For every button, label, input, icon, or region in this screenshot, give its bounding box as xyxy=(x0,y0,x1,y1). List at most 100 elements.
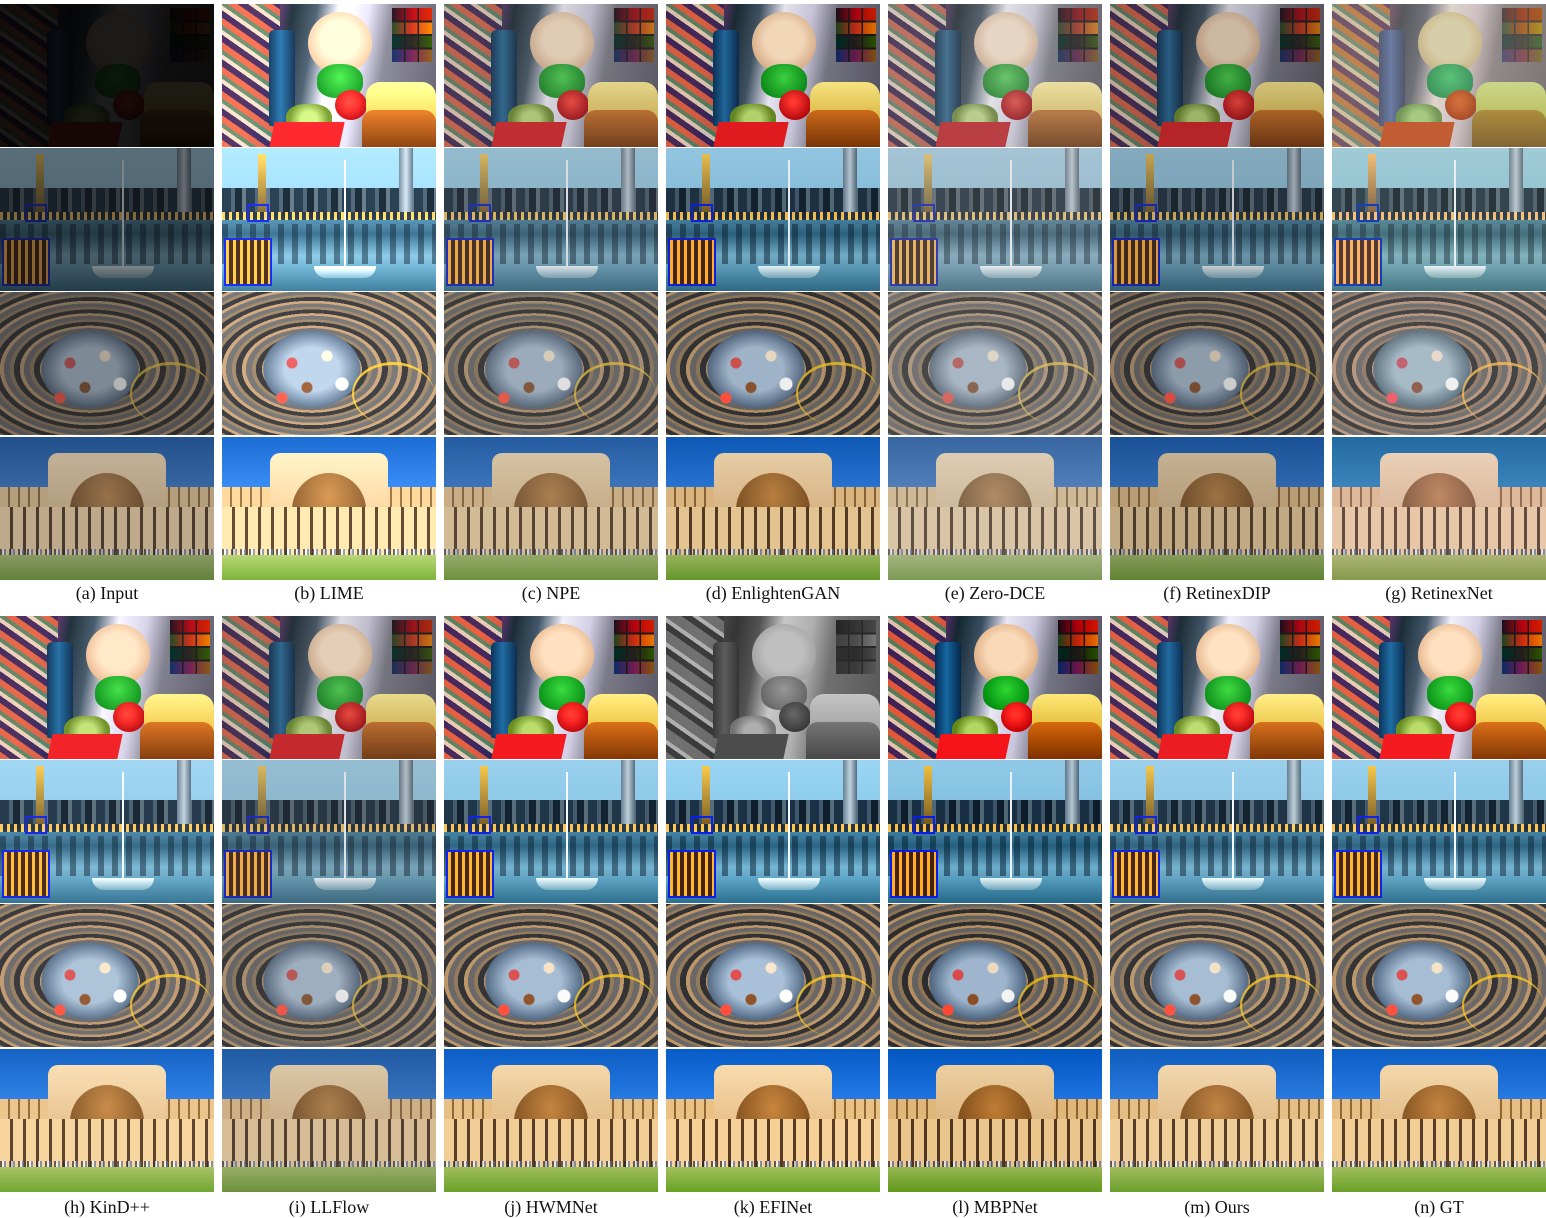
scene-part-rail xyxy=(352,974,434,1037)
result-image-toy-still-life xyxy=(0,616,214,759)
scene-part-tower1 xyxy=(924,154,932,218)
scene-part-crowd xyxy=(0,549,214,559)
scene-part-bldg2 xyxy=(222,1119,436,1169)
scene-part-lights xyxy=(0,824,214,832)
scene-part-bldg2 xyxy=(0,1119,214,1169)
result-image-city-lake xyxy=(666,148,880,291)
scene-part-crowd xyxy=(444,549,658,559)
scene-part-grass xyxy=(888,1167,1102,1192)
scene-part-boat xyxy=(758,878,820,890)
scene-part-boat xyxy=(314,266,376,278)
scene-part-crowd xyxy=(666,549,880,559)
scene-part-rose xyxy=(1001,702,1033,732)
scene-part-tower1 xyxy=(1368,154,1376,218)
scene-part-book xyxy=(491,734,567,759)
scene-part-mast xyxy=(788,772,790,886)
scene-part-book xyxy=(1157,734,1233,759)
scene-part-inset xyxy=(890,850,938,898)
scene-part-boat xyxy=(92,266,154,278)
scene-part-bear xyxy=(974,624,1038,686)
scene-part-tower2 xyxy=(399,760,413,830)
scene-part-rose xyxy=(779,702,811,732)
scene-part-rose xyxy=(335,90,367,120)
scene-part-inset xyxy=(2,238,50,286)
scene-part-bldg2 xyxy=(1110,1119,1324,1169)
scene-part-lights xyxy=(0,212,214,220)
result-image-city-lake xyxy=(0,148,214,291)
result-image-spiral-staircase xyxy=(444,292,658,435)
scene-part-boat xyxy=(980,878,1042,890)
scene-part-boat xyxy=(314,878,376,890)
scene-part-box xyxy=(25,816,47,834)
scene-part-rail xyxy=(352,362,434,425)
scene-part-book xyxy=(47,734,123,759)
result-image-toy-still-life xyxy=(1110,4,1324,147)
scene-part-crowd xyxy=(1332,1161,1546,1171)
scene-part-box xyxy=(913,816,935,834)
scene-part-tower2 xyxy=(621,148,635,218)
top-row-spiral-staircase xyxy=(0,292,1546,435)
result-image-courtyard xyxy=(444,437,658,580)
scene-part-chart xyxy=(392,8,432,62)
scene-part-tower2 xyxy=(621,760,635,830)
scene-part-rail xyxy=(1018,362,1100,425)
method-caption: (f) RetinexDIP xyxy=(1163,583,1271,603)
scene-part-lights xyxy=(1110,824,1324,832)
result-image-city-lake xyxy=(888,148,1102,291)
scene-part-rail xyxy=(130,362,212,425)
result-image-toy-still-life xyxy=(444,4,658,147)
scene-part-tower1 xyxy=(258,154,266,218)
scene-part-mast xyxy=(1010,160,1012,274)
scene-part-bread xyxy=(806,110,880,147)
scene-part-bldg2 xyxy=(666,507,880,557)
scene-part-box xyxy=(247,816,269,834)
scene-part-tower2 xyxy=(843,760,857,830)
result-image-courtyard xyxy=(1110,437,1324,580)
scene-part-lights xyxy=(222,824,436,832)
scene-part-crowd xyxy=(1110,549,1324,559)
scene-part-bldg2 xyxy=(444,507,658,557)
result-image-city-lake xyxy=(1332,760,1546,903)
method-caption: (i) LLFlow xyxy=(288,1197,370,1217)
scene-part-bread xyxy=(1250,722,1324,759)
method-caption: (j) HWMNet xyxy=(504,1197,598,1217)
scene-part-boat xyxy=(1424,266,1486,278)
result-image-courtyard xyxy=(666,437,880,580)
method-caption: (l) MBPNet xyxy=(952,1197,1038,1217)
result-image-city-lake xyxy=(0,760,214,903)
scene-part-bear xyxy=(530,624,594,686)
top-row-toy-still-life xyxy=(0,4,1546,147)
scene-part-bear xyxy=(974,12,1038,74)
scene-part-mast xyxy=(1010,772,1012,886)
scene-part-crowd xyxy=(888,1161,1102,1171)
scene-part-tower1 xyxy=(36,154,44,218)
scene-part-rose xyxy=(1001,90,1033,120)
scene-part-bread xyxy=(1028,110,1102,147)
scene-part-crowd xyxy=(1110,1161,1324,1171)
scene-part-tower1 xyxy=(702,766,710,830)
scene-part-inset xyxy=(1112,238,1160,286)
scene-part-lights xyxy=(444,824,658,832)
bottom-row-toy-still-life xyxy=(0,616,1546,759)
scene-part-bread xyxy=(1472,110,1546,147)
bottom-row-courtyard xyxy=(0,1049,1546,1192)
scene-part-grass xyxy=(222,1167,436,1192)
result-image-toy-still-life xyxy=(222,4,436,147)
scene-part-box xyxy=(1135,816,1157,834)
result-image-toy-still-life xyxy=(888,4,1102,147)
scene-part-box xyxy=(469,816,491,834)
scene-part-mast xyxy=(344,160,346,274)
scene-part-rail xyxy=(1018,974,1100,1037)
result-image-courtyard xyxy=(222,437,436,580)
scene-part-bldg2 xyxy=(1110,507,1324,557)
result-image-spiral-staircase xyxy=(1332,292,1546,435)
method-caption: (k) EFINet xyxy=(733,1197,813,1217)
scene-part-tower2 xyxy=(1065,760,1079,830)
scene-part-grass xyxy=(0,555,214,580)
scene-part-book xyxy=(935,734,1011,759)
scene-part-boat xyxy=(758,266,820,278)
result-image-city-lake xyxy=(666,760,880,903)
result-image-spiral-staircase xyxy=(444,904,658,1047)
scene-part-tower2 xyxy=(843,148,857,218)
result-image-toy-still-life xyxy=(1332,4,1546,147)
